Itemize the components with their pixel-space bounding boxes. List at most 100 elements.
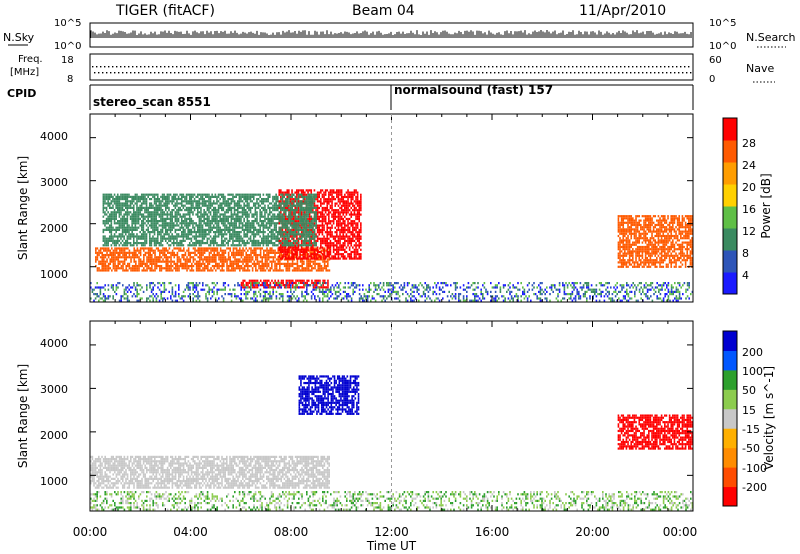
power-scatter-cell [135, 269, 137, 272]
power-scatter-cell [235, 239, 237, 242]
power-scatter-cell [218, 258, 220, 261]
power-scatter-cell [196, 226, 199, 229]
power-scatter-cell [309, 264, 312, 268]
power-scatter-cell [142, 230, 145, 234]
power-scatter-cell [209, 206, 212, 209]
power-scatter-cell [139, 195, 141, 198]
power-scatter-cell [126, 211, 129, 214]
power-scatter-cell [263, 267, 265, 270]
power-scatter-cell [214, 208, 217, 212]
power-scatter-cell [155, 239, 157, 242]
power-scatter-cell [321, 211, 324, 214]
power-scatter-cell [112, 249, 115, 252]
power-scatter-cell [156, 222, 159, 225]
power-scatter-cell [284, 237, 287, 240]
power-scatter-cell [104, 239, 106, 242]
power-scatter-cell [206, 219, 209, 223]
power-scatter-cell [104, 224, 106, 227]
power-scatter-cell [251, 224, 253, 227]
power-scatter-cell [148, 237, 151, 240]
power-scatter-cell [240, 226, 242, 229]
power-scatter-cell [300, 250, 303, 254]
power-scatter-cell [115, 217, 117, 220]
power-scatter-cell [190, 208, 193, 212]
power-scatter-cell [110, 200, 113, 203]
power-scatter-cell [108, 239, 111, 242]
power-scatter-cell [128, 226, 130, 229]
power-scatter-cell [339, 228, 341, 232]
freq-label-line1: Freq. [18, 54, 43, 65]
power-scatter-cell [200, 235, 202, 238]
power-scatter-cell [264, 241, 266, 245]
power-scatter-cell [176, 204, 178, 207]
power-scatter-cell [321, 224, 324, 227]
power-scatter-cell [195, 235, 197, 238]
power-scatter-cell [129, 215, 132, 218]
power-scatter-cell [300, 189, 303, 192]
power-scatter-cell [217, 224, 220, 227]
power-scatter-cell [259, 256, 262, 259]
power-scatter-cell [336, 242, 338, 245]
power-scatter-cell [124, 193, 127, 196]
power-scatter-cell [153, 228, 156, 231]
power-scatter-cell [290, 256, 292, 259]
power-scatter-cell [320, 191, 322, 194]
power-scatter-cell [315, 279, 318, 282]
power-scatter-cell [296, 246, 298, 249]
power-scatter-cell [124, 197, 127, 201]
power-scatter-cell [258, 253, 260, 257]
power-scatter-cell [271, 249, 273, 252]
power-scatter-cell [311, 281, 313, 285]
power-scatter-cell [173, 256, 176, 259]
power-scatter-cell [225, 228, 228, 231]
power-scatter-cell [232, 247, 235, 250]
power-scatter-cell [95, 249, 97, 252]
power-scatter-cell [344, 215, 346, 218]
power-scatter-cell [230, 206, 233, 209]
power-scatter-cell [274, 260, 276, 263]
power-scatter-cell [272, 215, 274, 218]
power-scatter-cell [313, 204, 316, 207]
power-scatter-cell [339, 193, 341, 196]
power-scatter-cell [243, 256, 246, 259]
power-scatter-cell [275, 284, 278, 287]
power-scatter-cell [224, 228, 226, 231]
power-scatter-cell [268, 235, 271, 238]
power-scatter-cell [148, 239, 151, 242]
power-scatter-cell [117, 262, 120, 265]
power-scatter-cell [158, 213, 161, 216]
power-scatter-cell [110, 235, 113, 238]
power-scatter-cell [124, 213, 127, 216]
power-scatter-cell [188, 213, 191, 216]
power-scatter-cell [348, 242, 351, 245]
power-scatter-cell [256, 286, 259, 289]
power-scatter-cell [208, 258, 211, 261]
power-scatter-cell [355, 244, 357, 247]
power-scatter-cell [196, 202, 199, 205]
freq-point [156, 66, 158, 68]
power-scatter-cell [358, 220, 361, 223]
power-scatter-cell [224, 219, 226, 223]
power-scatter-cell [121, 235, 124, 238]
power-scatter-cell [227, 247, 230, 250]
power-scatter-cell [118, 222, 121, 225]
power-scatter-cell [328, 195, 330, 199]
power-scatter-cell [360, 255, 362, 258]
power-scatter-cell [266, 249, 268, 252]
power-scatter-cell [236, 233, 239, 236]
power-scatter-cell [168, 251, 171, 254]
power-scatter-cell [259, 219, 261, 223]
power-scatter-cell [127, 264, 129, 268]
power-scatter-cell [236, 226, 239, 229]
power-scatter-cell [304, 255, 306, 258]
power-scatter-cell [176, 228, 178, 231]
power-scatter-cell [320, 249, 323, 252]
power-scatter-cell [308, 255, 311, 258]
power-scatter-cell [295, 256, 297, 259]
power-scatter-cell [133, 256, 136, 259]
power-scatter-cell [137, 206, 140, 209]
nave-point [470, 72, 472, 74]
power-scatter-cell [248, 204, 250, 207]
power-scatter-cell [139, 247, 142, 250]
